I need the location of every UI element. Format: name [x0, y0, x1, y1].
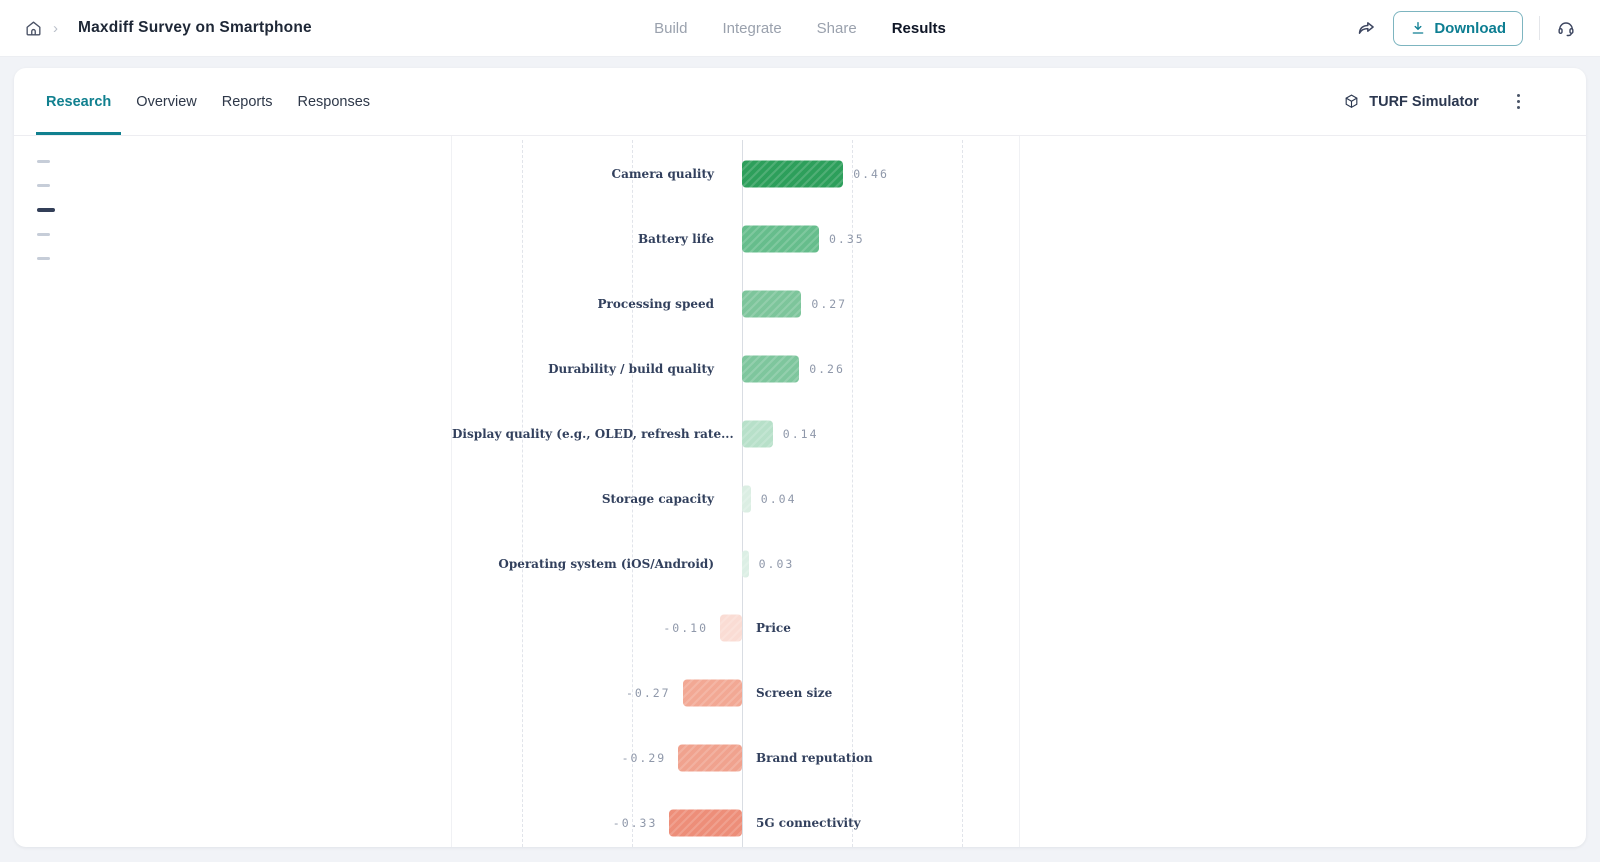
bar[interactable] — [669, 809, 742, 837]
cube-icon — [1345, 94, 1358, 108]
chart-panel: Camera quality 0.46 Battery life 0.35 Proces… — [452, 136, 1020, 847]
bar[interactable] — [742, 160, 844, 188]
tab-overview[interactable]: Overview — [136, 93, 197, 110]
chart-row: Processing speed 0.27 — [452, 272, 1019, 337]
bar[interactable] — [682, 679, 742, 707]
chart-row: Display quality (e.g., OLED, refresh rat… — [452, 401, 1019, 466]
bar-value: 0.27 — [811, 297, 848, 312]
chart-row: Brand reputation -0.29 — [452, 726, 1019, 791]
kebab-menu-icon[interactable] — [1513, 90, 1524, 114]
bar-label: Battery life — [637, 232, 714, 247]
turf-simulator-label: TURF Simulator — [1369, 93, 1479, 110]
chart-row: Screen size -0.27 — [452, 661, 1019, 726]
nav-item-results[interactable]: Results — [891, 19, 946, 37]
chart-row: Price -0.10 — [452, 596, 1019, 661]
bar-value: -0.33 — [612, 815, 658, 830]
bar-label: Storage capacity — [601, 491, 714, 506]
bar-label: Durability / build quality — [548, 361, 714, 376]
page-title: Maxdiff Survey on Smartphone — [78, 19, 312, 36]
sidebar-item-5[interactable] — [37, 257, 50, 260]
bar-value: 0.46 — [853, 167, 889, 182]
nav-item-build[interactable]: Build — [654, 19, 688, 37]
bar-label: Processing speed — [597, 297, 714, 312]
chart-row: Durability / build quality 0.26 — [452, 337, 1019, 402]
tabs: Research Overview Reports Responses — [35, 68, 372, 135]
chart-row: Camera quality 0.46 — [452, 142, 1019, 207]
bar-label: Display quality (e.g., OLED, refresh rat… — [452, 426, 734, 441]
chart-gridline — [632, 140, 633, 847]
breadcrumb: › Maxdiff Survey on Smartphone — [24, 19, 312, 38]
sidebar-item-3[interactable] — [37, 208, 55, 212]
bar-label: Brand reputation — [756, 751, 873, 766]
top-header: › Maxdiff Survey on Smartphone Build Int… — [0, 0, 1600, 57]
chevron-right-icon: › — [53, 19, 58, 37]
nav-item-share[interactable]: Share — [816, 19, 857, 37]
header-nav: Build Integrate Share Results — [654, 20, 946, 37]
bar[interactable] — [742, 485, 751, 513]
question-list-sidebar — [14, 136, 452, 847]
bar-value: -0.27 — [625, 686, 671, 701]
bar-value: 0.03 — [758, 556, 795, 571]
tab-responses[interactable]: Responses — [297, 93, 371, 110]
chart-row: Battery life 0.35 — [452, 207, 1019, 272]
download-icon — [1412, 22, 1424, 34]
sidebar-item-2[interactable] — [37, 184, 50, 187]
tab-research[interactable]: Research — [35, 68, 122, 135]
bar[interactable] — [742, 420, 773, 448]
nav-item-integrate[interactable]: Integrate — [722, 19, 782, 37]
bar-label: Camera quality — [611, 167, 714, 182]
turf-simulator-button[interactable]: TURF Simulator — [1343, 93, 1479, 110]
header-actions: Download — [1356, 10, 1576, 46]
chart-row: Operating system (iOS/Android) 0.03 — [452, 531, 1019, 596]
bar[interactable] — [678, 744, 742, 772]
bar-label: Operating system (iOS/Android) — [498, 556, 714, 571]
tab-reports[interactable]: Reports — [221, 93, 273, 110]
bar[interactable] — [742, 225, 819, 253]
chart-gridline — [522, 140, 523, 847]
bar-value: 0.35 — [829, 232, 865, 247]
download-button[interactable]: Download — [1393, 10, 1523, 46]
headset-icon[interactable] — [1556, 18, 1576, 38]
chart-gridline — [852, 140, 853, 847]
bar-value: -0.29 — [621, 751, 667, 766]
bar-value: 0.04 — [760, 491, 797, 506]
bar-value: 0.26 — [809, 361, 845, 376]
home-icon[interactable] — [24, 19, 43, 38]
download-label: Download — [1434, 19, 1506, 37]
results-card: Research Overview Reports Responses TURF… — [14, 68, 1586, 847]
bar-label: Screen size — [756, 686, 833, 701]
sidebar-item-1[interactable] — [37, 160, 50, 163]
chart-row: 5G connectivity -0.33 — [452, 791, 1019, 848]
bar-value: -0.10 — [663, 621, 708, 636]
bar[interactable] — [742, 355, 800, 383]
bar[interactable] — [742, 550, 749, 578]
chart-row: Storage capacity 0.04 — [452, 466, 1019, 531]
sidebar-item-4[interactable] — [37, 233, 50, 236]
tab-bar-actions: TURF Simulator — [1343, 90, 1556, 114]
bar-label: 5G connectivity — [756, 815, 861, 830]
chart-gridline — [962, 140, 963, 847]
bar[interactable] — [720, 614, 742, 642]
bar-label: Price — [756, 621, 791, 636]
bar-value: 0.14 — [782, 426, 819, 441]
bar[interactable] — [742, 290, 802, 318]
header-divider — [1539, 16, 1540, 40]
card-content: Camera quality 0.46 Battery life 0.35 Proces… — [14, 136, 1586, 847]
share-forward-icon[interactable] — [1356, 18, 1377, 39]
tab-bar: Research Overview Reports Responses TURF… — [14, 68, 1586, 136]
